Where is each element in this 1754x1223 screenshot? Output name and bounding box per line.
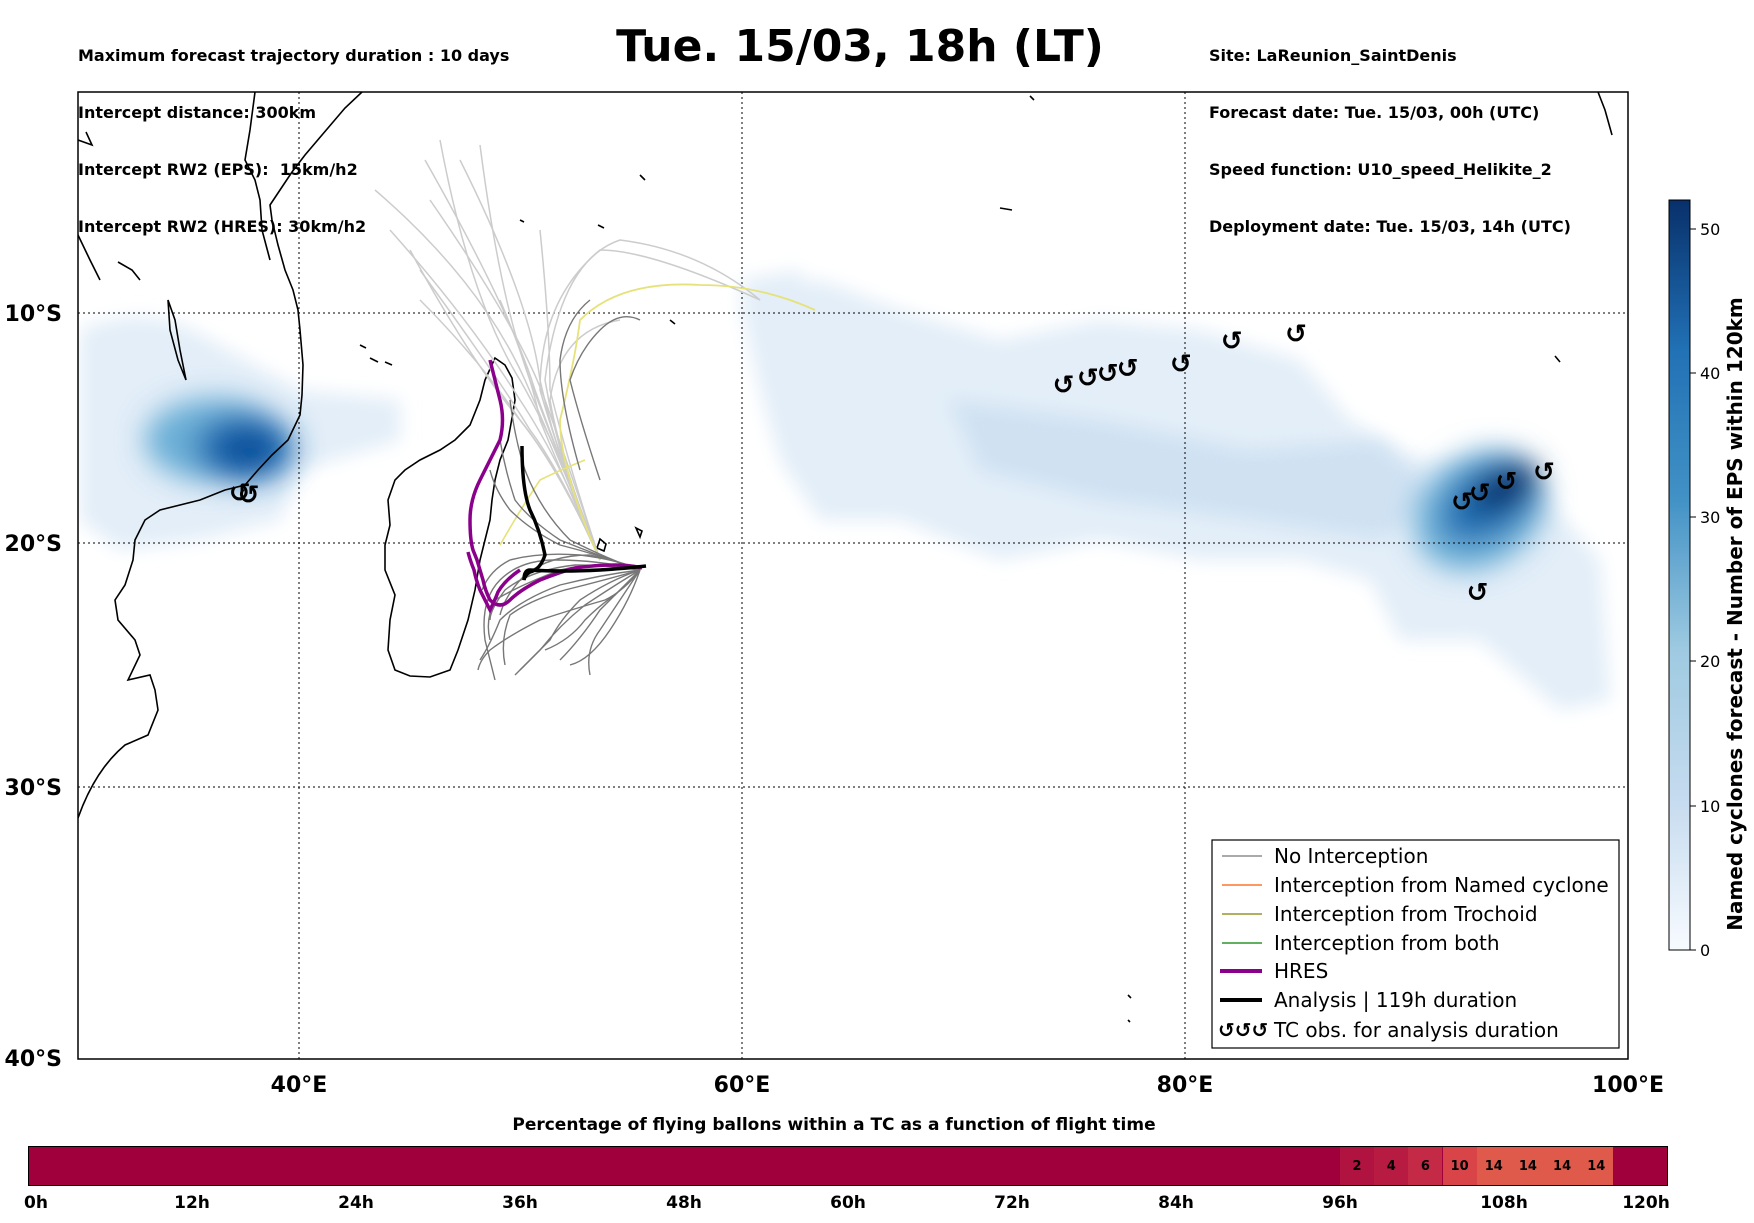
site-line: Deployment date: Tue. 15/03, 14h (UTC) [1209,217,1571,236]
flight-bar-cell: 14 [1545,1147,1580,1185]
analysis-track [520,445,647,581]
flight-time-tick: 96h [1322,1193,1358,1213]
legend: No Interception Interception from Named … [1211,839,1620,1049]
coastlines [78,92,1613,1023]
flight-bar-title: Percentage of flying ballons within a TC… [512,1115,1156,1135]
map-frame [77,91,1629,1060]
param-line: Intercept RW2 (EPS): 15km/h2 [78,160,358,179]
cyclone-density-layer [80,270,1610,710]
colorbar-tick: 50 [1700,220,1720,239]
site-line: Site: LaReunion_SaintDenis [1209,46,1457,65]
tc-obs-icon: ↺ [1469,478,1491,508]
flight-bar-cell: 10 [1442,1147,1477,1185]
colorbar-tick: 20 [1700,652,1720,671]
site-info: Site: LaReunion_SaintDenis Forecast date… [1209,8,1571,255]
graticule [78,92,1628,1059]
lon-label: 40°E [271,1073,328,1098]
param-line: Intercept RW2 (HRES): 30km/h2 [78,217,367,236]
lat-label: 10°S [5,302,62,327]
legend-label: Interception from Named cyclone [1274,873,1609,897]
flight-time-tick: 36h [502,1193,538,1213]
tc-observations: ↺↺↺ ↺↺↺ ↺↺ ↺↺↺↺↺↺ [229,320,1555,608]
comoros [359,344,393,366]
legend-label: No Interception [1274,844,1428,868]
trochoid-track [559,283,816,561]
lake-victoria-fragment [78,131,94,147]
tc-obs-icon: ↺ [1533,458,1555,488]
legend-label: Interception from Trochoid [1274,902,1538,926]
colorbar-tick: 30 [1700,508,1720,527]
legend-label: Analysis | 119h duration [1274,988,1517,1012]
flight-time-tick: 60h [830,1193,866,1213]
tc-obs-icon: ↺ [1451,488,1473,518]
hres-track [466,359,643,614]
mascarene-reunion [596,537,607,553]
colorbar-tick: 0 [1700,941,1710,960]
flight-bar-cell: 2 [1340,1147,1375,1185]
flight-time-tick: 72h [994,1193,1030,1213]
africa-coast [78,92,363,819]
lat-label: 30°S [5,776,62,801]
lat-label: 20°S [5,532,62,557]
legend-label: Interception from both [1274,931,1500,955]
colorbar-tick: 10 [1700,797,1720,816]
page-title: Tue. 15/03, 18h (LT) [616,21,1104,72]
flight-time-bar: 2 4 6 10 14 14 14 14 [28,1146,1668,1186]
tc-obs-icon: ↺ [1097,359,1119,389]
lon-label: 80°E [1157,1073,1214,1098]
tc-obs-icon: ↺ [1052,370,1074,400]
lon-label: 100°E [1592,1073,1664,1098]
tc-obs-icon: ↺ [1221,327,1243,357]
flight-bar-cell: 4 [1374,1147,1409,1185]
flight-bar-cell: 14 [1476,1147,1511,1185]
lon-label: 60°E [714,1073,771,1098]
mozambique-coast-east [78,234,101,281]
lake-malawi [167,299,187,381]
flight-time-tick: 24h [338,1193,374,1213]
tc-obs-icon: ↺ [229,478,251,508]
ensemble-trajectories-dark [477,299,641,681]
tc-obs-icon: ↺ [1467,578,1489,608]
tc-obs-icon: ↺ [1077,363,1099,393]
flight-bar-cell: 6 [1408,1147,1443,1185]
tc-obs-icon: ↺ [1117,354,1139,384]
trochoid-track-2 [499,459,586,546]
flight-time-tick: 108h [1480,1193,1528,1213]
site-line: Speed function: U10_speed_Helikite_2 [1209,160,1552,179]
island-small-south [1127,994,1132,1023]
legend-label: HRES [1274,959,1328,983]
flight-bar-cell: 14 [1510,1147,1545,1185]
colorbar-tick: 40 [1700,364,1720,383]
flight-time-tick: 48h [666,1193,702,1213]
somali-coast [244,92,271,261]
forecast-parameters: Maximum forecast trajectory duration : 1… [78,8,509,255]
tc-obs-icon: ↺ [238,481,260,511]
lake-tanganyika [117,261,141,281]
param-line: Maximum forecast trajectory duration : 1… [78,46,510,65]
flight-time-tick: 0h [24,1193,48,1213]
colorbar-title: Named cyclones forecast - Number of EPS … [1723,297,1747,931]
flight-time-tick: 120h [1622,1193,1670,1213]
tc-obs-icon: ↺ [1170,350,1192,380]
lat-label: 40°S [5,1047,62,1072]
density-colorbar: 0 10 20 30 40 50 Named cyclones forecast… [1668,199,1747,960]
tc-obs-icon: ↺ [1285,320,1307,350]
mauritius [634,526,643,540]
flight-time-tick: 12h [174,1193,210,1213]
param-line: Intercept distance: 300km [78,103,317,122]
flight-time-tick: 84h [1158,1193,1194,1213]
islands-north [519,92,1613,363]
tc-obs-icon: ↺ [1495,467,1517,497]
ensemble-trajectories-light [374,139,761,561]
tc-symbol-icon: ↺↺↺ [1218,1018,1268,1042]
flight-bar-cell: 14 [1579,1147,1614,1185]
site-line: Forecast date: Tue. 15/03, 00h (UTC) [1209,103,1540,122]
legend-label: TC obs. for analysis duration [1273,1018,1559,1042]
